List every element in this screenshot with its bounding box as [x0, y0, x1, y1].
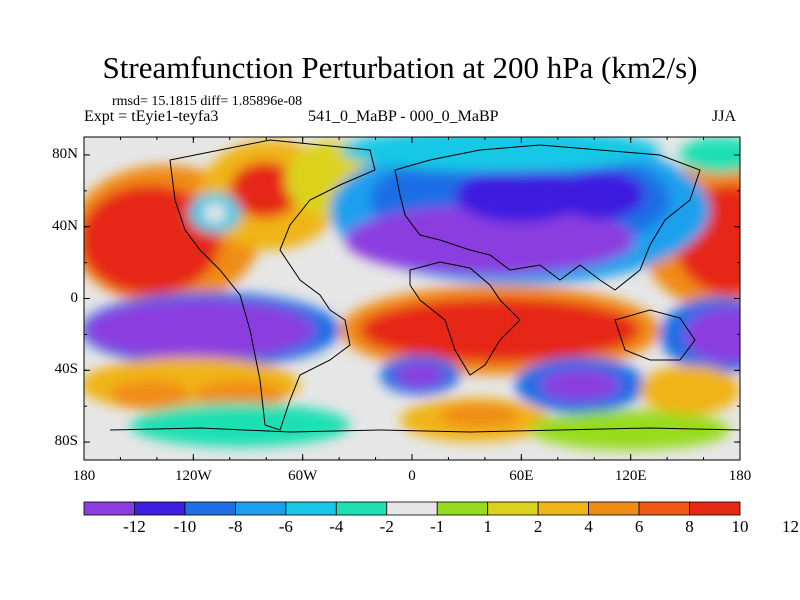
run-difference-label: 541_0_MaBP - 000_0_MaBP: [308, 108, 499, 125]
lat-tick-label: 80N: [52, 145, 78, 162]
plot-title: Streamfunction Perturbation at 200 hPa (…: [102, 50, 698, 85]
colorbar-swatch: [487, 501, 539, 516]
lat-tick-label: 0: [70, 289, 79, 306]
colorbar-swatch: [386, 501, 438, 516]
colorbar-label: -8: [228, 517, 243, 536]
lon-tick-label: 60E: [509, 468, 534, 484]
lat-tick-label: 40S: [54, 361, 78, 378]
experiment-label: Expt = tEyie1-teyfa3: [84, 108, 219, 125]
colorbar-swatch: [184, 501, 236, 516]
colorbar-swatch: [285, 501, 337, 516]
colorbar-swatch: [689, 501, 741, 516]
lat-tick-label: 80S: [54, 433, 78, 450]
colorbar-label: 2: [533, 517, 543, 536]
colorbar-swatch: [234, 501, 287, 516]
colorbar-swatch: [588, 501, 640, 516]
colorbar-label: -1: [430, 517, 445, 536]
colorbar-label: 10: [731, 517, 749, 536]
colorbar-label: -6: [278, 517, 293, 536]
colorbar-swatch: [537, 501, 590, 516]
rmsd-stats: rmsd= 15.1815 diff= 1.85896e-08: [112, 94, 303, 109]
lon-tick-label: 180: [72, 468, 96, 484]
season-label: JJA: [712, 108, 737, 125]
colorbar-label: -12: [123, 517, 146, 536]
coastline-outlines: [109, 139, 740, 433]
colorbar-swatch: [335, 501, 388, 516]
axis-ticks: [83, 137, 741, 460]
lon-tick-label: 0: [408, 468, 416, 484]
colorbar-label: -4: [329, 517, 344, 536]
lon-tick-label: 120E: [614, 468, 647, 484]
lat-tick-label: 40N: [52, 217, 78, 234]
colorbar-label: 8: [685, 517, 694, 536]
colorbar-swatch: [83, 501, 135, 516]
colorbar-label: -2: [379, 517, 394, 536]
colorbar-label: 6: [634, 517, 644, 536]
colorbar-swatch: [638, 501, 690, 516]
lon-tick-label: 120W: [174, 468, 212, 484]
colorbar-label: 1: [483, 517, 492, 536]
colorbar: [83, 501, 741, 516]
lon-tick-label: 60W: [288, 468, 318, 484]
colorbar-label: 4: [584, 517, 593, 536]
lon-tick-label: 180: [728, 468, 752, 484]
colorbar-swatch: [134, 501, 186, 516]
colorbar-label: -10: [173, 517, 197, 536]
contour-field: [84, 137, 740, 460]
colorbar-swatch: [436, 501, 489, 516]
colorbar-label: 12: [781, 517, 799, 536]
